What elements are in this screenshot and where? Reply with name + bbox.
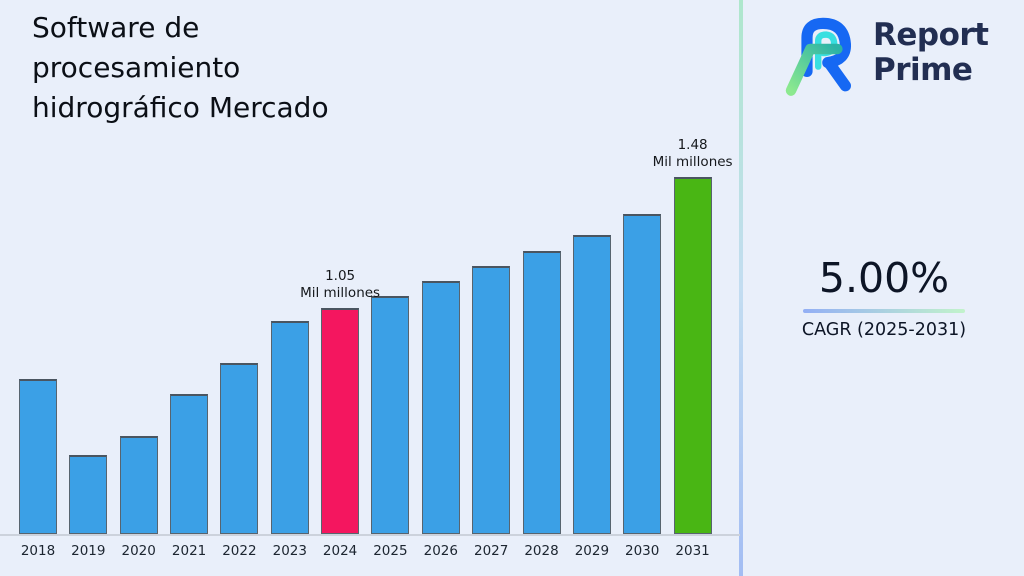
x-tick-label-2031: 2031 (675, 543, 710, 559)
cagr-panel: 5.00% CAGR (2025-2031) (762, 254, 1006, 340)
bar-2022 (220, 363, 259, 534)
bar-2028 (522, 251, 561, 534)
cagr-label: CAGR (2025-2031) (801, 320, 967, 340)
bar-2024 (321, 308, 360, 534)
cagr-underline (803, 309, 965, 313)
report-prime-logo-icon (785, 17, 851, 96)
x-tick-label-2025: 2025 (373, 543, 408, 559)
value-label-2024: 1.05 Mil millones (300, 268, 381, 301)
x-tick-label-2030: 2030 (625, 543, 660, 559)
value-label-2031: 1.48 Mil millones (652, 137, 733, 170)
x-tick-label-2018: 2018 (20, 543, 56, 559)
x-tick-label-2021: 2021 (171, 543, 207, 559)
x-tick-label-2027: 2027 (474, 543, 509, 559)
x-tick-label-2022: 2022 (222, 543, 257, 559)
cagr-value: 5.00% (818, 254, 950, 302)
x-tick-label-2028: 2028 (524, 543, 559, 559)
bar-chart: 2018 2019 2020 2021 2022 2023 2024 2025 2026 2027… (0, 137, 740, 559)
bar-2029 (572, 235, 611, 534)
x-axis-line (0, 534, 740, 536)
x-tick-label-2023: 2023 (272, 543, 307, 559)
x-tick-label-2024: 2024 (322, 543, 358, 559)
x-tick-label-2029: 2029 (574, 543, 610, 559)
bar-2026 (421, 281, 460, 534)
brand-logo: Report Prime (783, 8, 989, 98)
x-tick-label-2019: 2019 (71, 543, 106, 559)
vertical-divider (739, 0, 743, 576)
brand-name: Report Prime (873, 18, 989, 87)
bar-2031 (673, 177, 712, 534)
page-title: Software de procesamiento hidrográfico M… (32, 11, 329, 124)
bar-2020 (119, 436, 158, 534)
brand-name-line1: Report (873, 17, 989, 54)
bar-2023 (270, 321, 309, 534)
bar-2019 (69, 455, 108, 534)
x-tick-label-2026: 2026 (423, 543, 458, 559)
bar-2030 (623, 214, 662, 534)
bar-2025 (371, 296, 410, 534)
brand-name-line2: Prime (873, 52, 973, 88)
x-tick-label-2020: 2020 (121, 543, 156, 559)
bar-2027 (472, 266, 511, 534)
bar-2021 (170, 394, 209, 534)
bar-2018 (19, 379, 57, 534)
